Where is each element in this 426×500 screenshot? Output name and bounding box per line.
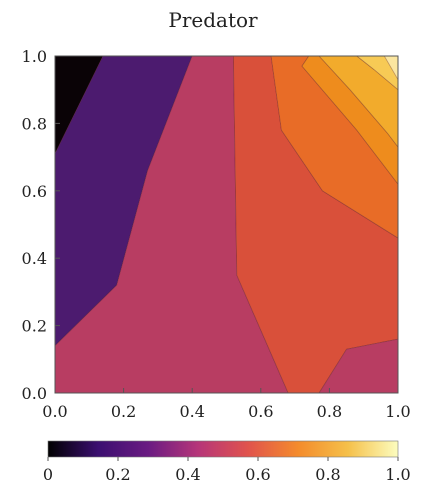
x-tick-label: 0.6 (248, 402, 273, 421)
y-tick-label: 1.0 (22, 47, 47, 66)
x-tick-label: 0.0 (42, 402, 67, 421)
x-tick-label: 0.8 (317, 402, 342, 421)
chart-title: Predator (168, 8, 258, 32)
y-tick-label: 0.6 (22, 182, 47, 201)
plot-frame (54, 55, 399, 394)
x-tick-label: 0.4 (179, 402, 204, 421)
colorbar-tick-label: 0.2 (105, 465, 130, 484)
colorbar-tick-label: 0.6 (245, 465, 270, 484)
y-tick-label: 0.0 (22, 384, 47, 403)
y-tick-label: 0.4 (22, 249, 47, 268)
colorbar-tick-label: 0.4 (175, 465, 200, 484)
colorbar (47, 440, 399, 458)
colorbar-tick-label: 0.8 (315, 465, 340, 484)
colorbar-tick-label: 1.0 (385, 465, 410, 484)
y-tick-label: 0.2 (22, 317, 47, 336)
colorbar-tick-label: 0 (43, 465, 53, 484)
x-tick-label: 1.0 (385, 402, 410, 421)
x-tick-label: 0.2 (111, 402, 136, 421)
y-tick-label: 0.8 (22, 114, 47, 133)
